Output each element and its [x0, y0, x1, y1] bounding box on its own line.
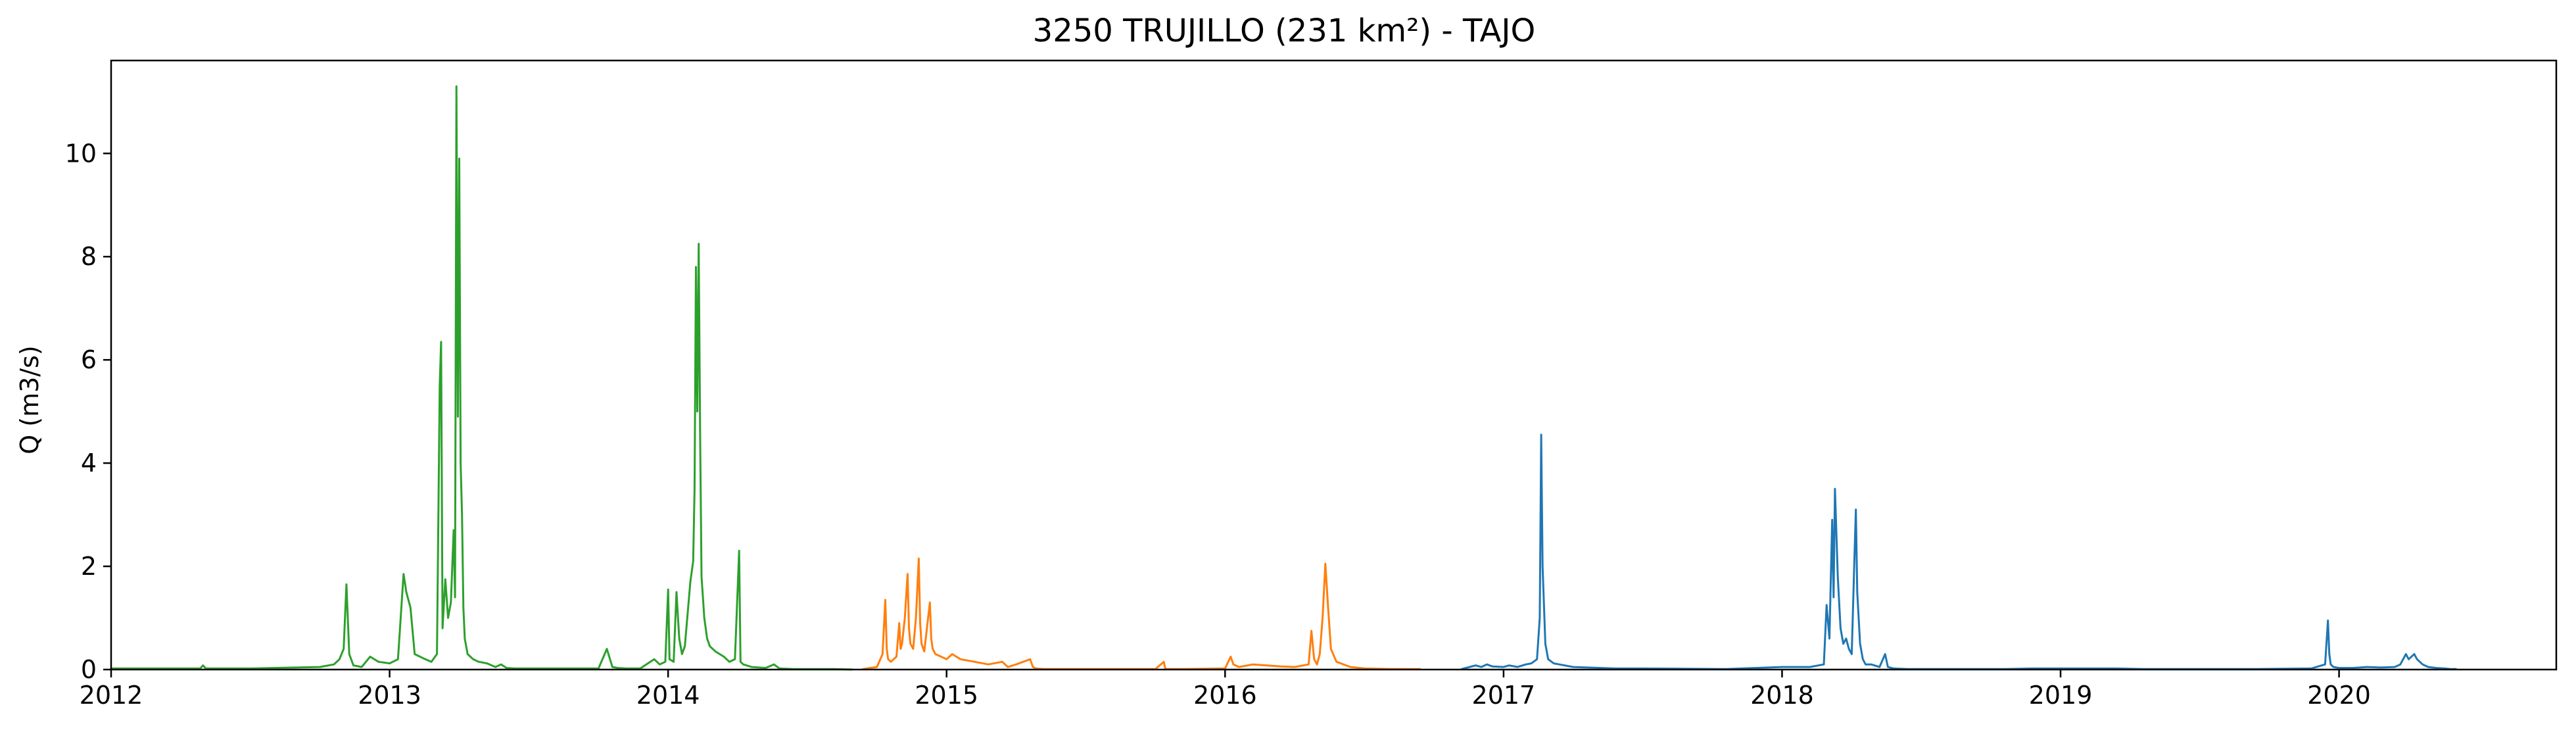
x-tick-label: 2019: [2029, 681, 2093, 710]
x-tick-label: 2013: [358, 681, 421, 710]
x-tick-label: 2020: [2307, 681, 2371, 710]
y-tick-label: 10: [65, 139, 97, 168]
x-tick-label: 2014: [636, 681, 700, 710]
ticks-layer: 2012 2013 2014 2015 2016 2017 2018 2019 2020 0 2 4 6…: [65, 139, 2371, 710]
plot-frame: [110, 59, 2558, 671]
x-tick-label: 2018: [1750, 681, 1814, 710]
series-line-2: [862, 557, 1421, 670]
x-tick-label: 2017: [1472, 681, 1536, 710]
chart-title: 3250 TRUJILLO (231 km²) - TAJO: [1033, 12, 1536, 49]
series-line-3: [1460, 433, 2457, 670]
series-layer: [110, 85, 2457, 671]
y-tick-label: 2: [81, 552, 97, 581]
x-tick-label: 2012: [80, 681, 143, 710]
series-line-1: [110, 85, 853, 671]
x-tick-label: 2015: [915, 681, 978, 710]
x-tick-label: 2016: [1193, 681, 1257, 710]
y-tick-label: 4: [81, 449, 97, 477]
y-tick-label: 6: [81, 345, 97, 374]
y-axis-label: Q (m3/s): [15, 345, 44, 454]
y-tick-label: 0: [81, 655, 97, 684]
y-tick-label: 8: [81, 242, 97, 271]
